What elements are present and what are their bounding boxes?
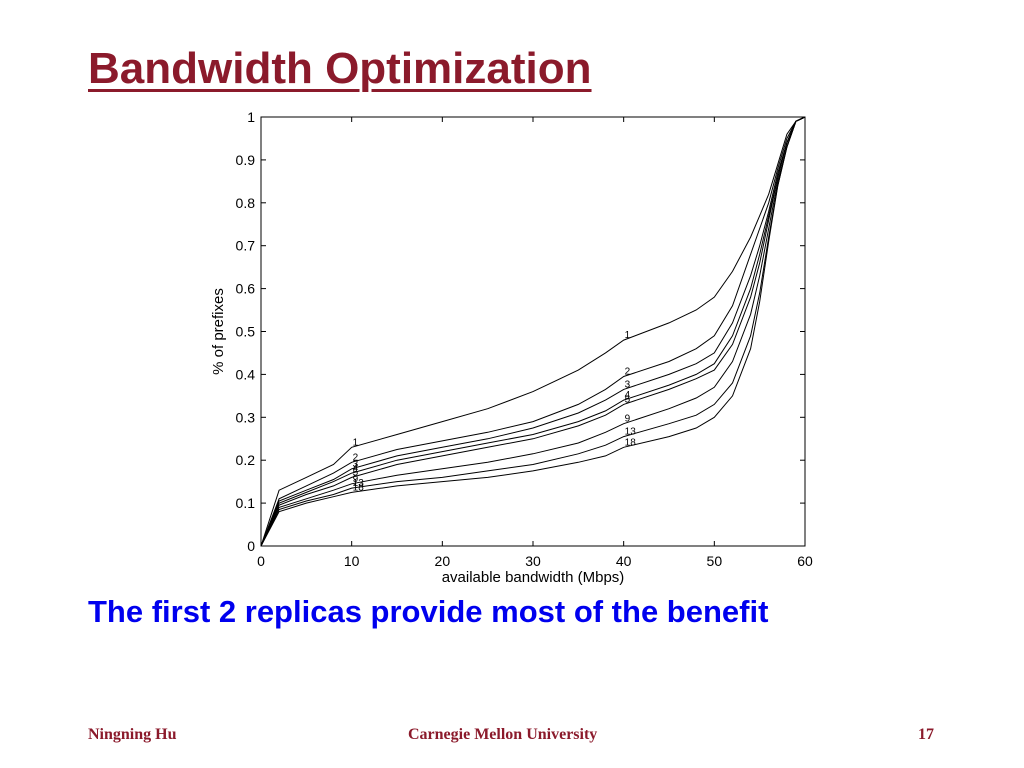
series-label-1: 1	[625, 330, 631, 341]
series-label-2: 2	[353, 452, 359, 463]
series-line-2	[260, 116, 806, 547]
y-tick-label: 0.7	[236, 238, 256, 254]
footer-institution: Carnegie Mellon University	[408, 726, 598, 743]
series-label-18: 18	[625, 437, 637, 448]
series-label-4: 4	[625, 390, 631, 401]
series-line-4	[260, 116, 806, 547]
series-label-9: 9	[353, 474, 359, 485]
series-line-5	[260, 116, 806, 547]
bandwidth-chart: 0 10 20 30 40 50 60 0 0.1 0.2 0.3 0.4 0.5 0.6 0.7 0.8 0.…	[210, 109, 813, 586]
series-label-5: 5	[353, 467, 359, 478]
series-label-3: 3	[353, 459, 359, 470]
y-tick-label: 0.5	[236, 324, 256, 340]
series-label-4: 4	[353, 463, 359, 474]
x-tick-label: 40	[616, 553, 632, 569]
body-text: The first 2 replicas provide most of the…	[88, 594, 769, 629]
series-label-2: 2	[625, 367, 631, 378]
y-tick-label: 0.9	[236, 152, 256, 168]
series-label-9: 9	[625, 414, 631, 425]
y-tick-label: 0.2	[236, 452, 256, 468]
series-label-1: 1	[353, 437, 359, 448]
series-label-3: 3	[625, 379, 631, 390]
x-tick-label: 30	[525, 553, 541, 569]
series-line-9	[260, 116, 806, 547]
series-line-1	[260, 116, 806, 547]
series-label-18: 18	[353, 482, 365, 493]
footer-author: Ningning Hu	[88, 726, 177, 743]
y-tick-label: 0.6	[236, 281, 256, 297]
x-axis-label: available bandwidth (Mbps)	[442, 569, 625, 586]
series-label-13: 13	[625, 427, 637, 438]
y-tick-label: 0.1	[236, 495, 256, 511]
x-tick-label: 0	[257, 553, 265, 569]
x-tick-label: 60	[797, 553, 813, 569]
x-tick-label: 20	[435, 553, 451, 569]
plot-layer: 0 10 20 30 40 50 60 0 0.1 0.2 0.3 0.4 0.5 0.6 0.7 0.8 0.…	[236, 109, 813, 569]
series-label-13: 13	[353, 478, 365, 489]
footer-page-number: 17	[918, 726, 934, 743]
y-tick-label: 0.4	[236, 366, 256, 382]
series-label-5: 5	[625, 394, 631, 405]
series-line-3	[260, 116, 806, 547]
x-tick-label: 10	[344, 553, 360, 569]
y-tick-label: 0.3	[236, 409, 256, 425]
x-tick-label: 50	[707, 553, 723, 569]
y-axis-label: % of prefixes	[210, 288, 227, 375]
slide-title: Bandwidth Optimization	[88, 44, 592, 93]
series-line-18	[260, 116, 806, 547]
y-tick-label: 0.8	[236, 195, 256, 211]
y-tick-label: 0	[247, 538, 255, 554]
y-tick-label: 1	[247, 109, 255, 125]
